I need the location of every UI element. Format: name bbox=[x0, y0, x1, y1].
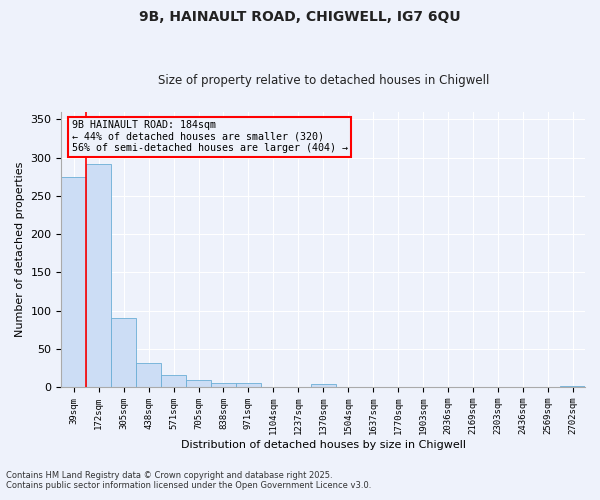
Bar bbox=[86, 164, 111, 387]
X-axis label: Distribution of detached houses by size in Chigwell: Distribution of detached houses by size … bbox=[181, 440, 466, 450]
Bar bbox=[236, 384, 261, 387]
Bar bbox=[560, 386, 585, 387]
Bar bbox=[136, 364, 161, 387]
Bar bbox=[211, 382, 236, 387]
Text: 9B, HAINAULT ROAD, CHIGWELL, IG7 6QU: 9B, HAINAULT ROAD, CHIGWELL, IG7 6QU bbox=[139, 10, 461, 24]
Bar bbox=[111, 318, 136, 387]
Text: 9B HAINAULT ROAD: 184sqm
← 44% of detached houses are smaller (320)
56% of semi-: 9B HAINAULT ROAD: 184sqm ← 44% of detach… bbox=[72, 120, 348, 153]
Y-axis label: Number of detached properties: Number of detached properties bbox=[15, 162, 25, 337]
Bar bbox=[161, 375, 186, 387]
Text: Contains HM Land Registry data © Crown copyright and database right 2025.
Contai: Contains HM Land Registry data © Crown c… bbox=[6, 470, 371, 490]
Bar bbox=[61, 177, 86, 387]
Bar bbox=[186, 380, 211, 387]
Title: Size of property relative to detached houses in Chigwell: Size of property relative to detached ho… bbox=[158, 74, 489, 87]
Bar bbox=[311, 384, 335, 387]
